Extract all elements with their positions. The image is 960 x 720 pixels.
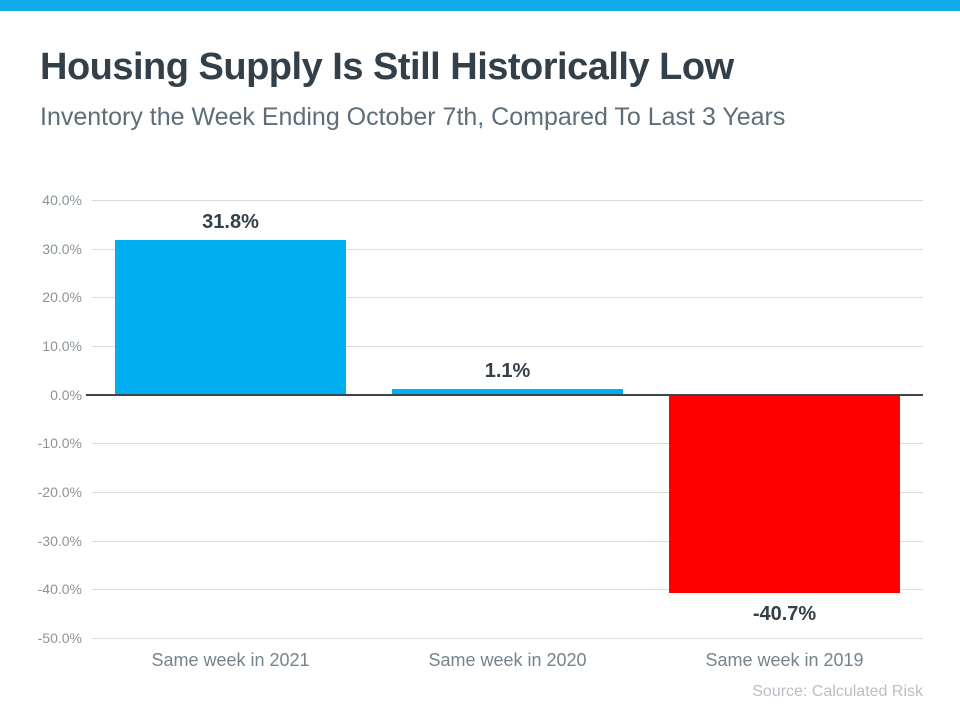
bar-2: [392, 389, 623, 395]
top-accent-bar: [0, 0, 960, 11]
gridline: [92, 443, 923, 445]
y-tick-label: 0.0%: [50, 386, 82, 403]
x-axis-label: Same week in 2020: [428, 650, 587, 670]
y-tick-label: 30.0%: [42, 240, 82, 257]
gridline: [92, 638, 923, 639]
y-tick-label: -30.0%: [37, 532, 82, 549]
y-tick-label: -40.0%: [37, 581, 82, 598]
bar-value-label: 1.1%: [484, 360, 531, 383]
gridline: [92, 200, 923, 201]
x-axis: Same week in 2021 Same week in 2020 Same w…: [92, 650, 923, 671]
source-note: Source: Calculated Risk: [752, 683, 923, 700]
gridline: [92, 589, 923, 591]
bar-3: [669, 394, 900, 593]
gridline: [92, 492, 923, 493]
y-tick-label: 20.0%: [42, 289, 82, 306]
y-axis: 40.0% 30.0% 20.0% 10.0% 0.0% -10.0% -20.0% -30.…: [0, 192, 92, 646]
gridline: [92, 346, 923, 347]
plot-area: 31.8% 1.1% -40.7%: [86, 200, 923, 639]
y-tick-label: -20.0%: [37, 484, 82, 500]
page-subtitle: Inventory the Week Ending October 7th, C…: [40, 103, 786, 131]
y-tick-label: 40.0%: [42, 192, 82, 208]
page-title: Housing Supply Is Still Historically Low: [40, 46, 734, 88]
bar-value-label: 31.8%: [202, 210, 259, 233]
y-tick-label: -10.0%: [37, 435, 82, 452]
y-tick-label: -50.0%: [37, 630, 82, 646]
gridline: [92, 248, 923, 250]
x-axis-label: Same week in 2021: [151, 650, 310, 670]
bar-value-label: -40.7%: [752, 602, 817, 625]
gridline: [92, 297, 923, 299]
x-axis-label: Same week in 2019: [705, 650, 864, 670]
y-tick-label: 10.0%: [42, 338, 82, 354]
bar-1: [115, 239, 346, 395]
gridline: [92, 540, 923, 542]
zero-axis-line: [86, 393, 923, 396]
